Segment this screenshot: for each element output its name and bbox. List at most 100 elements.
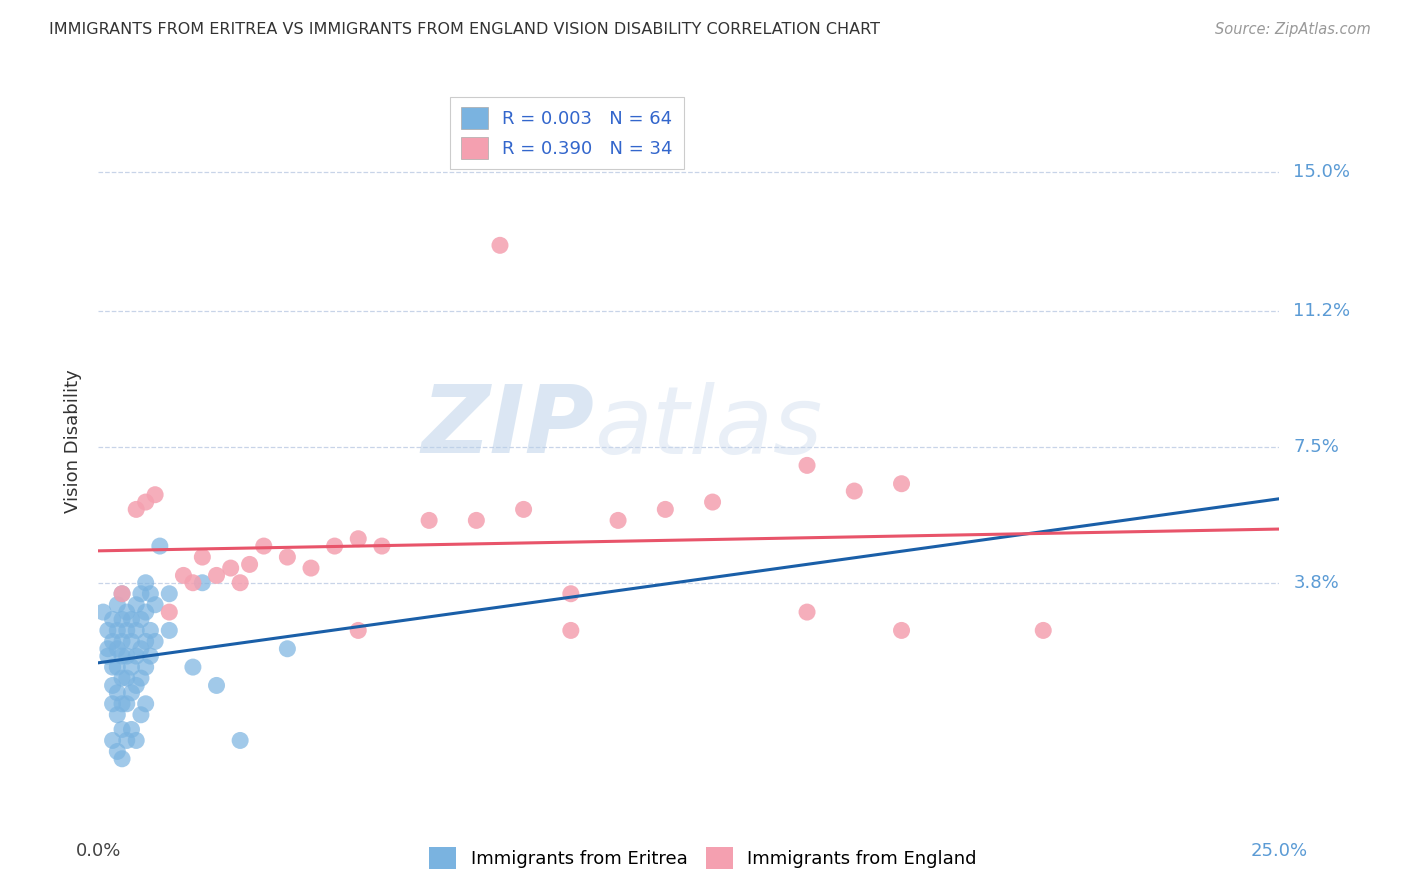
Point bbox=[607, 513, 630, 527]
Point bbox=[101, 697, 124, 711]
Point bbox=[115, 733, 138, 747]
Point bbox=[149, 539, 172, 553]
Point bbox=[143, 634, 166, 648]
Point bbox=[489, 238, 512, 252]
Point bbox=[1032, 624, 1054, 638]
Point bbox=[181, 660, 204, 674]
Y-axis label: Vision Disability: Vision Disability bbox=[63, 369, 82, 514]
Text: ZIP: ZIP bbox=[422, 381, 595, 473]
Point bbox=[229, 575, 252, 590]
Point bbox=[299, 561, 322, 575]
Point bbox=[101, 612, 124, 626]
Point bbox=[125, 733, 148, 747]
Point bbox=[105, 744, 128, 758]
Point bbox=[115, 624, 138, 638]
Text: atlas: atlas bbox=[595, 382, 823, 473]
Point bbox=[654, 502, 676, 516]
Point bbox=[347, 624, 370, 638]
Point bbox=[205, 678, 228, 692]
Point bbox=[121, 634, 143, 648]
Point bbox=[125, 678, 148, 692]
Point bbox=[105, 660, 128, 674]
Point bbox=[890, 476, 912, 491]
Point bbox=[143, 598, 166, 612]
Text: IMMIGRANTS FROM ERITREA VS IMMIGRANTS FROM ENGLAND VISION DISABILITY CORRELATION: IMMIGRANTS FROM ERITREA VS IMMIGRANTS FR… bbox=[49, 22, 880, 37]
Point bbox=[121, 723, 143, 737]
Point bbox=[191, 575, 214, 590]
Point bbox=[105, 707, 128, 722]
Point bbox=[97, 624, 120, 638]
Point bbox=[702, 495, 724, 509]
Text: Source: ZipAtlas.com: Source: ZipAtlas.com bbox=[1215, 22, 1371, 37]
Text: 0.0%: 0.0% bbox=[76, 842, 121, 860]
Point bbox=[111, 752, 134, 766]
Legend: R = 0.003   N = 64, R = 0.390   N = 34: R = 0.003 N = 64, R = 0.390 N = 34 bbox=[450, 96, 683, 169]
Point bbox=[97, 649, 120, 664]
Point bbox=[105, 641, 128, 656]
Point bbox=[135, 605, 157, 619]
Point bbox=[796, 458, 818, 473]
Point bbox=[125, 598, 148, 612]
Point bbox=[276, 641, 298, 656]
Point bbox=[91, 605, 114, 619]
Point bbox=[101, 678, 124, 692]
Point bbox=[115, 697, 138, 711]
Point bbox=[111, 723, 134, 737]
Point bbox=[371, 539, 394, 553]
Point bbox=[143, 488, 166, 502]
Point bbox=[125, 502, 148, 516]
Point bbox=[111, 612, 134, 626]
Point bbox=[129, 671, 152, 685]
Point bbox=[101, 660, 124, 674]
Point bbox=[560, 624, 582, 638]
Point bbox=[205, 568, 228, 582]
Point bbox=[239, 558, 262, 572]
Point bbox=[105, 624, 128, 638]
Point bbox=[129, 707, 152, 722]
Text: 25.0%: 25.0% bbox=[1251, 842, 1308, 860]
Point bbox=[111, 634, 134, 648]
Point bbox=[125, 649, 148, 664]
Point bbox=[229, 733, 252, 747]
Point bbox=[135, 660, 157, 674]
Point bbox=[465, 513, 488, 527]
Point bbox=[105, 598, 128, 612]
Point bbox=[135, 575, 157, 590]
Point bbox=[512, 502, 534, 516]
Point bbox=[890, 624, 912, 638]
Point bbox=[135, 495, 157, 509]
Point bbox=[323, 539, 346, 553]
Point bbox=[115, 605, 138, 619]
Point bbox=[796, 605, 818, 619]
Point bbox=[157, 587, 180, 601]
Text: 15.0%: 15.0% bbox=[1294, 163, 1350, 181]
Point bbox=[157, 624, 180, 638]
Point bbox=[139, 624, 162, 638]
Text: 3.8%: 3.8% bbox=[1294, 574, 1339, 591]
Point bbox=[97, 641, 120, 656]
Point bbox=[172, 568, 194, 582]
Point bbox=[121, 660, 143, 674]
Point bbox=[276, 550, 298, 565]
Point bbox=[129, 612, 152, 626]
Point bbox=[191, 550, 214, 565]
Point bbox=[418, 513, 440, 527]
Point bbox=[111, 649, 134, 664]
Point bbox=[219, 561, 242, 575]
Text: 7.5%: 7.5% bbox=[1294, 438, 1340, 456]
Point bbox=[139, 587, 162, 601]
Point bbox=[139, 649, 162, 664]
Point bbox=[560, 587, 582, 601]
Point bbox=[844, 484, 866, 499]
Point bbox=[121, 686, 143, 700]
Point bbox=[111, 697, 134, 711]
Point bbox=[253, 539, 276, 553]
Point bbox=[111, 671, 134, 685]
Legend: Immigrants from Eritrea, Immigrants from England: Immigrants from Eritrea, Immigrants from… bbox=[420, 838, 986, 879]
Point bbox=[101, 733, 124, 747]
Point bbox=[125, 624, 148, 638]
Point bbox=[347, 532, 370, 546]
Point bbox=[129, 587, 152, 601]
Point bbox=[115, 649, 138, 664]
Point bbox=[121, 612, 143, 626]
